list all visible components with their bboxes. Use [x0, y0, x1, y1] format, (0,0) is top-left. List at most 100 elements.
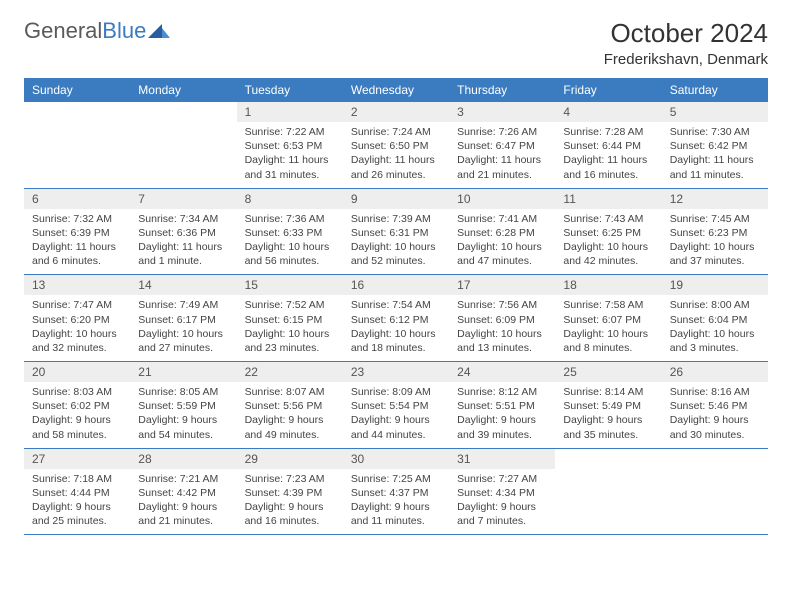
- day-details: Sunrise: 7:22 AMSunset: 6:53 PMDaylight:…: [237, 122, 343, 188]
- day-number: 19: [662, 275, 768, 295]
- day-details: Sunrise: 7:34 AMSunset: 6:36 PMDaylight:…: [130, 209, 236, 275]
- day-details: Sunrise: 7:58 AMSunset: 6:07 PMDaylight:…: [555, 295, 661, 361]
- day-details: Sunrise: 7:41 AMSunset: 6:28 PMDaylight:…: [449, 209, 555, 275]
- day-number: 29: [237, 449, 343, 469]
- day-number: 16: [343, 275, 449, 295]
- day-number: 30: [343, 449, 449, 469]
- day-details: Sunrise: 7:21 AMSunset: 4:42 PMDaylight:…: [130, 469, 236, 535]
- day-cell: 24Sunrise: 8:12 AMSunset: 5:51 PMDayligh…: [449, 362, 555, 448]
- weekday-label: Sunday: [24, 78, 130, 102]
- weekday-label: Friday: [555, 78, 661, 102]
- day-cell: [130, 102, 236, 188]
- day-cell: 7Sunrise: 7:34 AMSunset: 6:36 PMDaylight…: [130, 189, 236, 275]
- day-number: 9: [343, 189, 449, 209]
- day-cell: 3Sunrise: 7:26 AMSunset: 6:47 PMDaylight…: [449, 102, 555, 188]
- day-number: 24: [449, 362, 555, 382]
- logo-part2: Blue: [102, 18, 146, 43]
- day-details: Sunrise: 7:54 AMSunset: 6:12 PMDaylight:…: [343, 295, 449, 361]
- day-details: Sunrise: 7:52 AMSunset: 6:15 PMDaylight:…: [237, 295, 343, 361]
- day-details: Sunrise: 8:16 AMSunset: 5:46 PMDaylight:…: [662, 382, 768, 448]
- day-cell: 20Sunrise: 8:03 AMSunset: 6:02 PMDayligh…: [24, 362, 130, 448]
- day-details: Sunrise: 7:24 AMSunset: 6:50 PMDaylight:…: [343, 122, 449, 188]
- day-number: 23: [343, 362, 449, 382]
- day-cell: 2Sunrise: 7:24 AMSunset: 6:50 PMDaylight…: [343, 102, 449, 188]
- day-number: 15: [237, 275, 343, 295]
- day-cell: [24, 102, 130, 188]
- day-details: Sunrise: 7:26 AMSunset: 6:47 PMDaylight:…: [449, 122, 555, 188]
- day-cell: [662, 449, 768, 535]
- day-number: 31: [449, 449, 555, 469]
- month-title: October 2024: [604, 18, 768, 49]
- weekday-label: Tuesday: [237, 78, 343, 102]
- day-number: 22: [237, 362, 343, 382]
- day-cell: 8Sunrise: 7:36 AMSunset: 6:33 PMDaylight…: [237, 189, 343, 275]
- day-number: 28: [130, 449, 236, 469]
- day-cell: 10Sunrise: 7:41 AMSunset: 6:28 PMDayligh…: [449, 189, 555, 275]
- day-details: Sunrise: 7:56 AMSunset: 6:09 PMDaylight:…: [449, 295, 555, 361]
- day-number: 18: [555, 275, 661, 295]
- day-cell: 9Sunrise: 7:39 AMSunset: 6:31 PMDaylight…: [343, 189, 449, 275]
- day-cell: 16Sunrise: 7:54 AMSunset: 6:12 PMDayligh…: [343, 275, 449, 361]
- triangle-icon: [148, 22, 170, 40]
- logo: GeneralBlue: [24, 18, 170, 44]
- day-number: 5: [662, 102, 768, 122]
- day-details: Sunrise: 8:03 AMSunset: 6:02 PMDaylight:…: [24, 382, 130, 448]
- day-number: 8: [237, 189, 343, 209]
- day-details: Sunrise: 8:12 AMSunset: 5:51 PMDaylight:…: [449, 382, 555, 448]
- day-details: Sunrise: 8:00 AMSunset: 6:04 PMDaylight:…: [662, 295, 768, 361]
- day-details: Sunrise: 7:45 AMSunset: 6:23 PMDaylight:…: [662, 209, 768, 275]
- day-number: 13: [24, 275, 130, 295]
- day-number: 6: [24, 189, 130, 209]
- day-details: Sunrise: 7:49 AMSunset: 6:17 PMDaylight:…: [130, 295, 236, 361]
- location: Frederikshavn, Denmark: [604, 51, 768, 68]
- title-block: October 2024 Frederikshavn, Denmark: [604, 18, 768, 68]
- day-details: Sunrise: 7:23 AMSunset: 4:39 PMDaylight:…: [237, 469, 343, 535]
- day-details: Sunrise: 7:18 AMSunset: 4:44 PMDaylight:…: [24, 469, 130, 535]
- day-number: 2: [343, 102, 449, 122]
- day-number: 4: [555, 102, 661, 122]
- day-cell: 21Sunrise: 8:05 AMSunset: 5:59 PMDayligh…: [130, 362, 236, 448]
- day-details: Sunrise: 7:43 AMSunset: 6:25 PMDaylight:…: [555, 209, 661, 275]
- day-details: Sunrise: 7:47 AMSunset: 6:20 PMDaylight:…: [24, 295, 130, 361]
- day-cell: 31Sunrise: 7:27 AMSunset: 4:34 PMDayligh…: [449, 449, 555, 535]
- day-number: 3: [449, 102, 555, 122]
- weekday-label: Wednesday: [343, 78, 449, 102]
- day-details: Sunrise: 7:27 AMSunset: 4:34 PMDaylight:…: [449, 469, 555, 535]
- day-cell: 25Sunrise: 8:14 AMSunset: 5:49 PMDayligh…: [555, 362, 661, 448]
- day-number: 26: [662, 362, 768, 382]
- day-number: 7: [130, 189, 236, 209]
- day-cell: 26Sunrise: 8:16 AMSunset: 5:46 PMDayligh…: [662, 362, 768, 448]
- day-number: 12: [662, 189, 768, 209]
- weekday-header: Sunday Monday Tuesday Wednesday Thursday…: [24, 78, 768, 102]
- day-details: Sunrise: 7:32 AMSunset: 6:39 PMDaylight:…: [24, 209, 130, 275]
- day-cell: 12Sunrise: 7:45 AMSunset: 6:23 PMDayligh…: [662, 189, 768, 275]
- day-cell: 28Sunrise: 7:21 AMSunset: 4:42 PMDayligh…: [130, 449, 236, 535]
- calendar-week: 1Sunrise: 7:22 AMSunset: 6:53 PMDaylight…: [24, 102, 768, 189]
- day-cell: 1Sunrise: 7:22 AMSunset: 6:53 PMDaylight…: [237, 102, 343, 188]
- day-cell: 27Sunrise: 7:18 AMSunset: 4:44 PMDayligh…: [24, 449, 130, 535]
- day-cell: 18Sunrise: 7:58 AMSunset: 6:07 PMDayligh…: [555, 275, 661, 361]
- day-number: 21: [130, 362, 236, 382]
- day-number: 10: [449, 189, 555, 209]
- day-number: 20: [24, 362, 130, 382]
- day-cell: 5Sunrise: 7:30 AMSunset: 6:42 PMDaylight…: [662, 102, 768, 188]
- day-number: 1: [237, 102, 343, 122]
- day-cell: 30Sunrise: 7:25 AMSunset: 4:37 PMDayligh…: [343, 449, 449, 535]
- day-details: Sunrise: 7:25 AMSunset: 4:37 PMDaylight:…: [343, 469, 449, 535]
- calendar-week: 6Sunrise: 7:32 AMSunset: 6:39 PMDaylight…: [24, 189, 768, 276]
- day-cell: 4Sunrise: 7:28 AMSunset: 6:44 PMDaylight…: [555, 102, 661, 188]
- day-details: Sunrise: 7:39 AMSunset: 6:31 PMDaylight:…: [343, 209, 449, 275]
- day-cell: 6Sunrise: 7:32 AMSunset: 6:39 PMDaylight…: [24, 189, 130, 275]
- weekday-label: Monday: [130, 78, 236, 102]
- page-header: GeneralBlue October 2024 Frederikshavn, …: [24, 18, 768, 68]
- day-cell: 15Sunrise: 7:52 AMSunset: 6:15 PMDayligh…: [237, 275, 343, 361]
- day-cell: 17Sunrise: 7:56 AMSunset: 6:09 PMDayligh…: [449, 275, 555, 361]
- weekday-label: Saturday: [662, 78, 768, 102]
- day-details: Sunrise: 8:07 AMSunset: 5:56 PMDaylight:…: [237, 382, 343, 448]
- day-number: 25: [555, 362, 661, 382]
- day-cell: 22Sunrise: 8:07 AMSunset: 5:56 PMDayligh…: [237, 362, 343, 448]
- calendar-week: 27Sunrise: 7:18 AMSunset: 4:44 PMDayligh…: [24, 449, 768, 536]
- day-number: 17: [449, 275, 555, 295]
- day-details: Sunrise: 8:14 AMSunset: 5:49 PMDaylight:…: [555, 382, 661, 448]
- day-cell: 23Sunrise: 8:09 AMSunset: 5:54 PMDayligh…: [343, 362, 449, 448]
